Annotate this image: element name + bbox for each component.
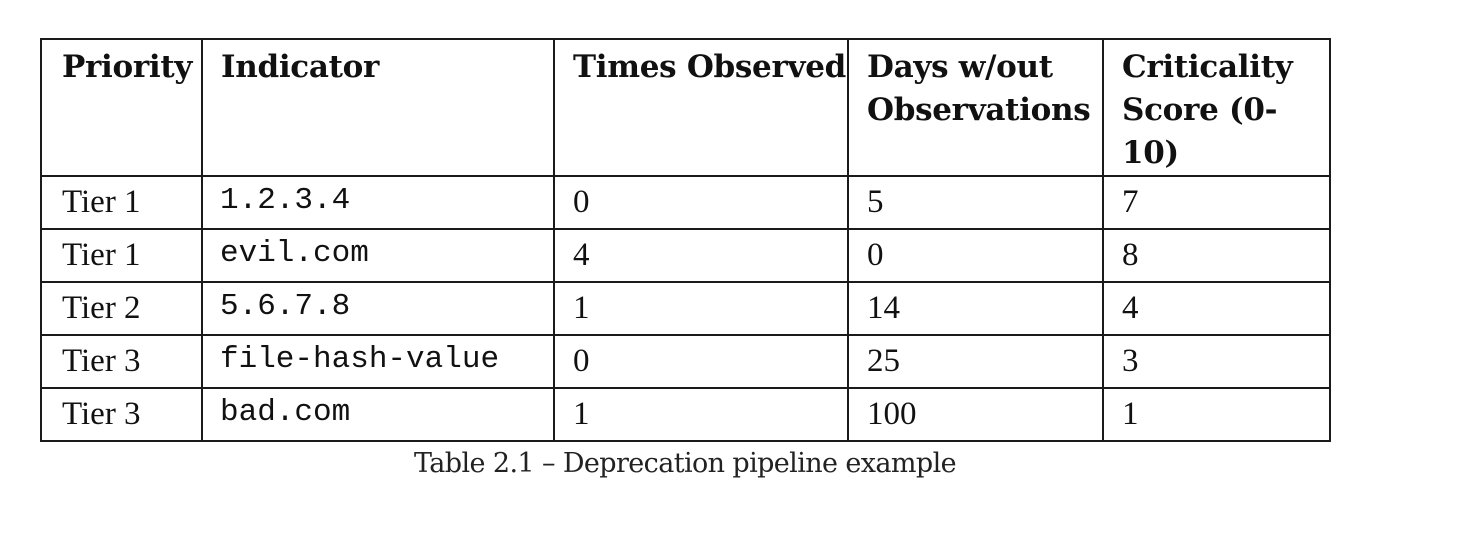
cell-times-observed: 0 [553, 334, 849, 389]
cell-days-without: 14 [847, 281, 1104, 336]
cell-times-observed: 1 [553, 387, 849, 442]
table-caption: Table 2.1 – Deprecation pipeline example [413, 448, 957, 479]
header-days-without-observations: Days w/out Observations [847, 38, 1104, 177]
cell-indicator: bad.com [201, 387, 555, 442]
cell-indicator: 5.6.7.8 [201, 281, 555, 336]
cell-times-observed: 4 [553, 228, 849, 283]
cell-criticality: 3 [1102, 334, 1331, 389]
cell-priority: Tier 2 [40, 281, 203, 336]
table-row: Tier 1 evil.com 4 0 8 [40, 228, 1331, 283]
table-row: Tier 1 1.2.3.4 0 5 7 [40, 175, 1331, 230]
cell-priority: Tier 3 [40, 334, 203, 389]
cell-criticality: 4 [1102, 281, 1331, 336]
cell-criticality: 8 [1102, 228, 1331, 283]
header-criticality-line2: Score (0-10) [1122, 92, 1278, 171]
cell-times-observed: 1 [553, 281, 849, 336]
cell-indicator: evil.com [201, 228, 555, 283]
cell-priority: Tier 1 [40, 228, 203, 283]
header-days-line1: Days w/out [867, 49, 1053, 85]
table-row: Tier 2 5.6.7.8 1 14 4 [40, 281, 1331, 336]
cell-priority: Tier 1 [40, 175, 203, 230]
table-row: Tier 3 bad.com 1 100 1 [40, 387, 1331, 442]
cell-times-observed: 0 [553, 175, 849, 230]
table-row: Tier 3 file-hash-value 0 25 3 [40, 334, 1331, 389]
cell-days-without: 5 [847, 175, 1104, 230]
cell-priority: Tier 3 [40, 387, 203, 442]
cell-days-without: 0 [847, 228, 1104, 283]
deprecation-pipeline-table: Priority Indicator Times Observed Days w… [40, 38, 1331, 442]
header-criticality-score: Criticality Score (0-10) [1102, 38, 1331, 177]
cell-indicator: file-hash-value [201, 334, 555, 389]
cell-days-without: 100 [847, 387, 1104, 442]
header-times-observed: Times Observed [553, 38, 849, 177]
header-criticality-line1: Criticality [1122, 49, 1293, 85]
table-container: Priority Indicator Times Observed Days w… [40, 38, 1331, 442]
cell-criticality: 1 [1102, 387, 1331, 442]
cell-criticality: 7 [1102, 175, 1331, 230]
header-days-line2: Observations [867, 92, 1091, 128]
table-header-row: Priority Indicator Times Observed Days w… [40, 38, 1331, 177]
header-indicator: Indicator [201, 38, 555, 177]
cell-days-without: 25 [847, 334, 1104, 389]
cell-indicator: 1.2.3.4 [201, 175, 555, 230]
header-priority: Priority [40, 38, 203, 177]
